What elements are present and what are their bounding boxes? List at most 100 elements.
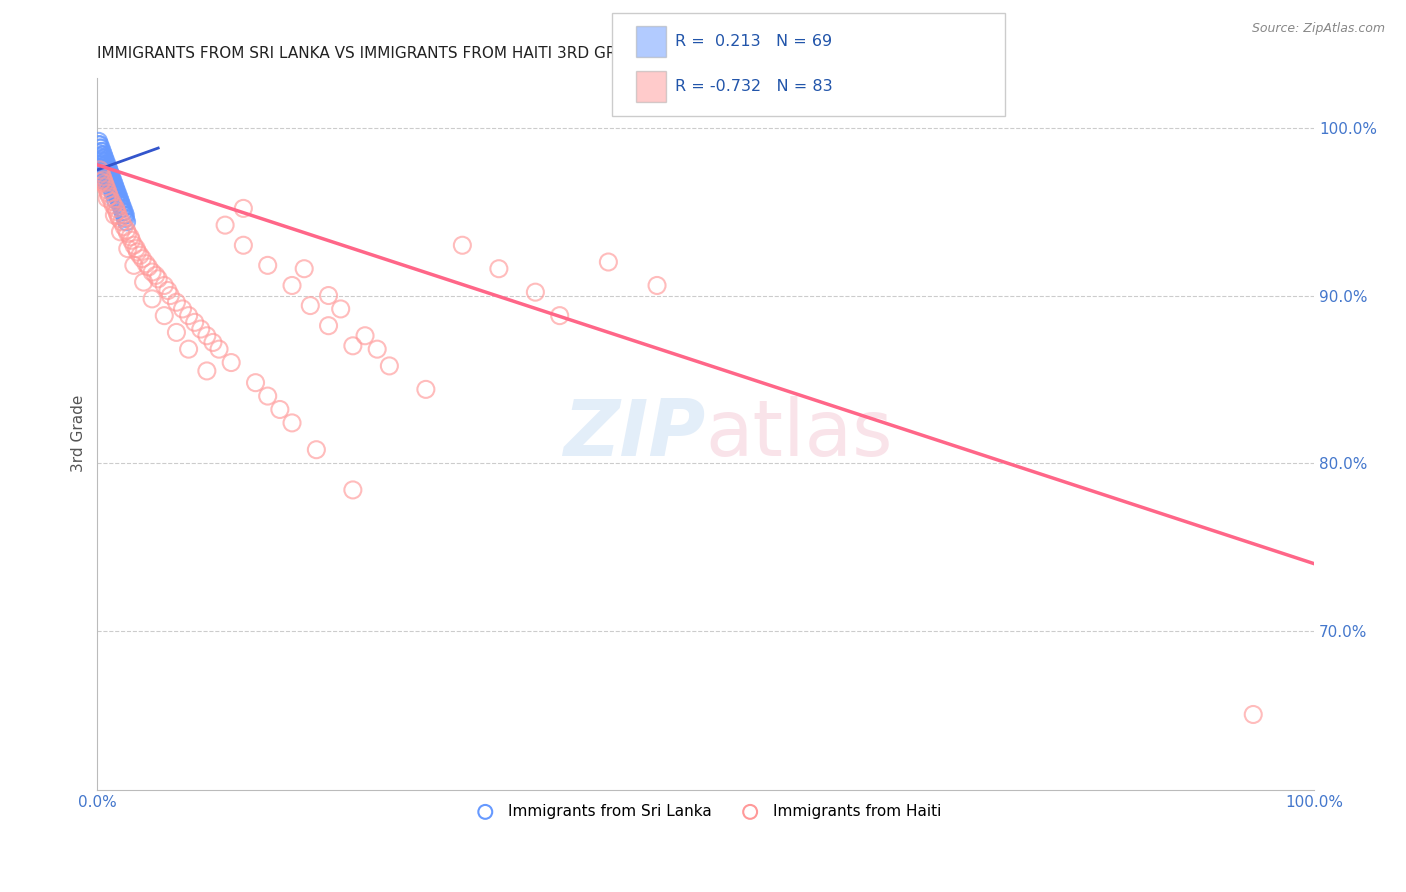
Point bbox=[103, 181, 125, 195]
Point bbox=[93, 151, 115, 165]
Point bbox=[159, 288, 181, 302]
Point bbox=[96, 158, 118, 172]
Point bbox=[101, 183, 124, 197]
Point bbox=[135, 257, 157, 271]
Point bbox=[165, 326, 187, 340]
Text: ZIP: ZIP bbox=[564, 396, 706, 472]
Point bbox=[281, 416, 304, 430]
Point bbox=[94, 154, 117, 169]
Point bbox=[90, 175, 112, 189]
Point bbox=[548, 309, 571, 323]
Point bbox=[245, 376, 267, 390]
Legend: Immigrants from Sri Lanka, Immigrants from Haiti: Immigrants from Sri Lanka, Immigrants fr… bbox=[464, 797, 948, 825]
Point bbox=[110, 194, 132, 209]
Point bbox=[91, 164, 114, 178]
Point bbox=[97, 164, 120, 178]
Point bbox=[93, 176, 115, 190]
Point bbox=[177, 309, 200, 323]
Text: R = -0.732   N = 83: R = -0.732 N = 83 bbox=[675, 78, 832, 94]
Point bbox=[111, 202, 134, 216]
Point bbox=[138, 260, 160, 274]
Point bbox=[131, 252, 153, 266]
Point bbox=[122, 258, 145, 272]
Point bbox=[201, 335, 224, 350]
Point bbox=[97, 173, 120, 187]
Point bbox=[129, 248, 152, 262]
Point bbox=[120, 233, 142, 247]
Point bbox=[148, 272, 170, 286]
Point bbox=[153, 278, 176, 293]
Point bbox=[232, 202, 254, 216]
Point bbox=[115, 223, 138, 237]
Point bbox=[104, 185, 127, 199]
Point bbox=[93, 171, 115, 186]
Point bbox=[172, 301, 194, 316]
Point bbox=[156, 284, 179, 298]
Point bbox=[93, 168, 115, 182]
Point bbox=[110, 198, 132, 212]
Point bbox=[256, 389, 278, 403]
Point bbox=[87, 146, 110, 161]
Point bbox=[103, 208, 125, 222]
Point bbox=[97, 186, 120, 201]
Point bbox=[111, 202, 134, 216]
Y-axis label: 3rd Grade: 3rd Grade bbox=[72, 395, 86, 473]
Point bbox=[195, 328, 218, 343]
Point bbox=[145, 268, 167, 283]
Point bbox=[93, 147, 115, 161]
Point bbox=[101, 178, 124, 192]
Point bbox=[342, 339, 364, 353]
Point bbox=[90, 169, 112, 184]
Point bbox=[100, 179, 122, 194]
Point bbox=[318, 318, 340, 333]
Point bbox=[96, 183, 118, 197]
Point bbox=[104, 202, 127, 216]
Point bbox=[524, 285, 547, 300]
Point bbox=[105, 204, 128, 219]
Point bbox=[101, 194, 124, 209]
Point bbox=[165, 295, 187, 310]
Point bbox=[94, 166, 117, 180]
Point bbox=[342, 483, 364, 497]
Point bbox=[98, 164, 121, 178]
Point bbox=[104, 181, 127, 195]
Point bbox=[281, 278, 304, 293]
Point bbox=[112, 204, 135, 219]
Point bbox=[89, 162, 111, 177]
Point bbox=[91, 147, 114, 161]
Point bbox=[256, 258, 278, 272]
Point bbox=[329, 301, 352, 316]
Text: IMMIGRANTS FROM SRI LANKA VS IMMIGRANTS FROM HAITI 3RD GRADE CORRELATION CHART: IMMIGRANTS FROM SRI LANKA VS IMMIGRANTS … bbox=[97, 46, 818, 62]
Point bbox=[645, 278, 668, 293]
Point bbox=[195, 364, 218, 378]
Point bbox=[115, 215, 138, 229]
Point bbox=[94, 175, 117, 189]
Point bbox=[89, 149, 111, 163]
Text: R =  0.213   N = 69: R = 0.213 N = 69 bbox=[675, 34, 832, 49]
Point bbox=[269, 402, 291, 417]
Point bbox=[96, 191, 118, 205]
Point bbox=[100, 171, 122, 186]
Point bbox=[90, 166, 112, 180]
Point bbox=[132, 275, 155, 289]
Point bbox=[488, 261, 510, 276]
Point bbox=[98, 168, 121, 182]
Point bbox=[107, 188, 129, 202]
Point bbox=[100, 168, 122, 182]
Point bbox=[378, 359, 401, 373]
Point bbox=[108, 191, 131, 205]
Point bbox=[114, 211, 136, 226]
Point bbox=[366, 342, 388, 356]
Point bbox=[110, 225, 132, 239]
Point bbox=[91, 169, 114, 184]
Point bbox=[89, 141, 111, 155]
Point bbox=[98, 176, 121, 190]
Point bbox=[93, 162, 115, 177]
Point bbox=[292, 261, 315, 276]
Point bbox=[90, 141, 112, 155]
Point bbox=[107, 208, 129, 222]
Point bbox=[103, 178, 125, 192]
Point bbox=[98, 189, 121, 203]
Point bbox=[90, 145, 112, 159]
Point bbox=[208, 342, 231, 356]
